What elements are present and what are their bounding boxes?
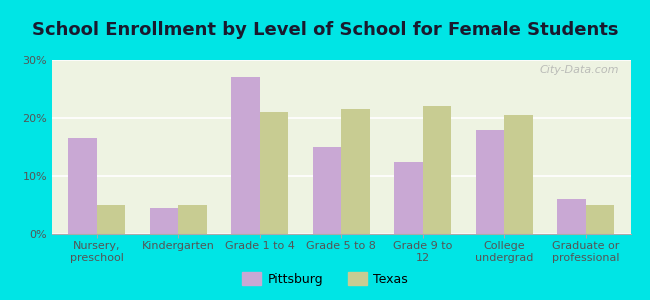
Text: City-Data.com: City-Data.com	[540, 65, 619, 75]
Bar	[231, 77, 260, 234]
Bar	[150, 208, 178, 234]
Bar	[68, 138, 97, 234]
Bar	[260, 112, 289, 234]
Bar	[422, 106, 451, 234]
Bar	[557, 199, 586, 234]
Bar	[476, 130, 504, 234]
Bar	[313, 147, 341, 234]
Bar	[341, 109, 370, 234]
Bar	[504, 115, 533, 234]
Bar	[394, 161, 422, 234]
Bar	[586, 205, 614, 234]
Bar	[178, 205, 207, 234]
Bar	[97, 205, 125, 234]
Text: School Enrollment by Level of School for Female Students: School Enrollment by Level of School for…	[32, 21, 618, 39]
Legend: Pittsburg, Texas: Pittsburg, Texas	[237, 267, 413, 291]
